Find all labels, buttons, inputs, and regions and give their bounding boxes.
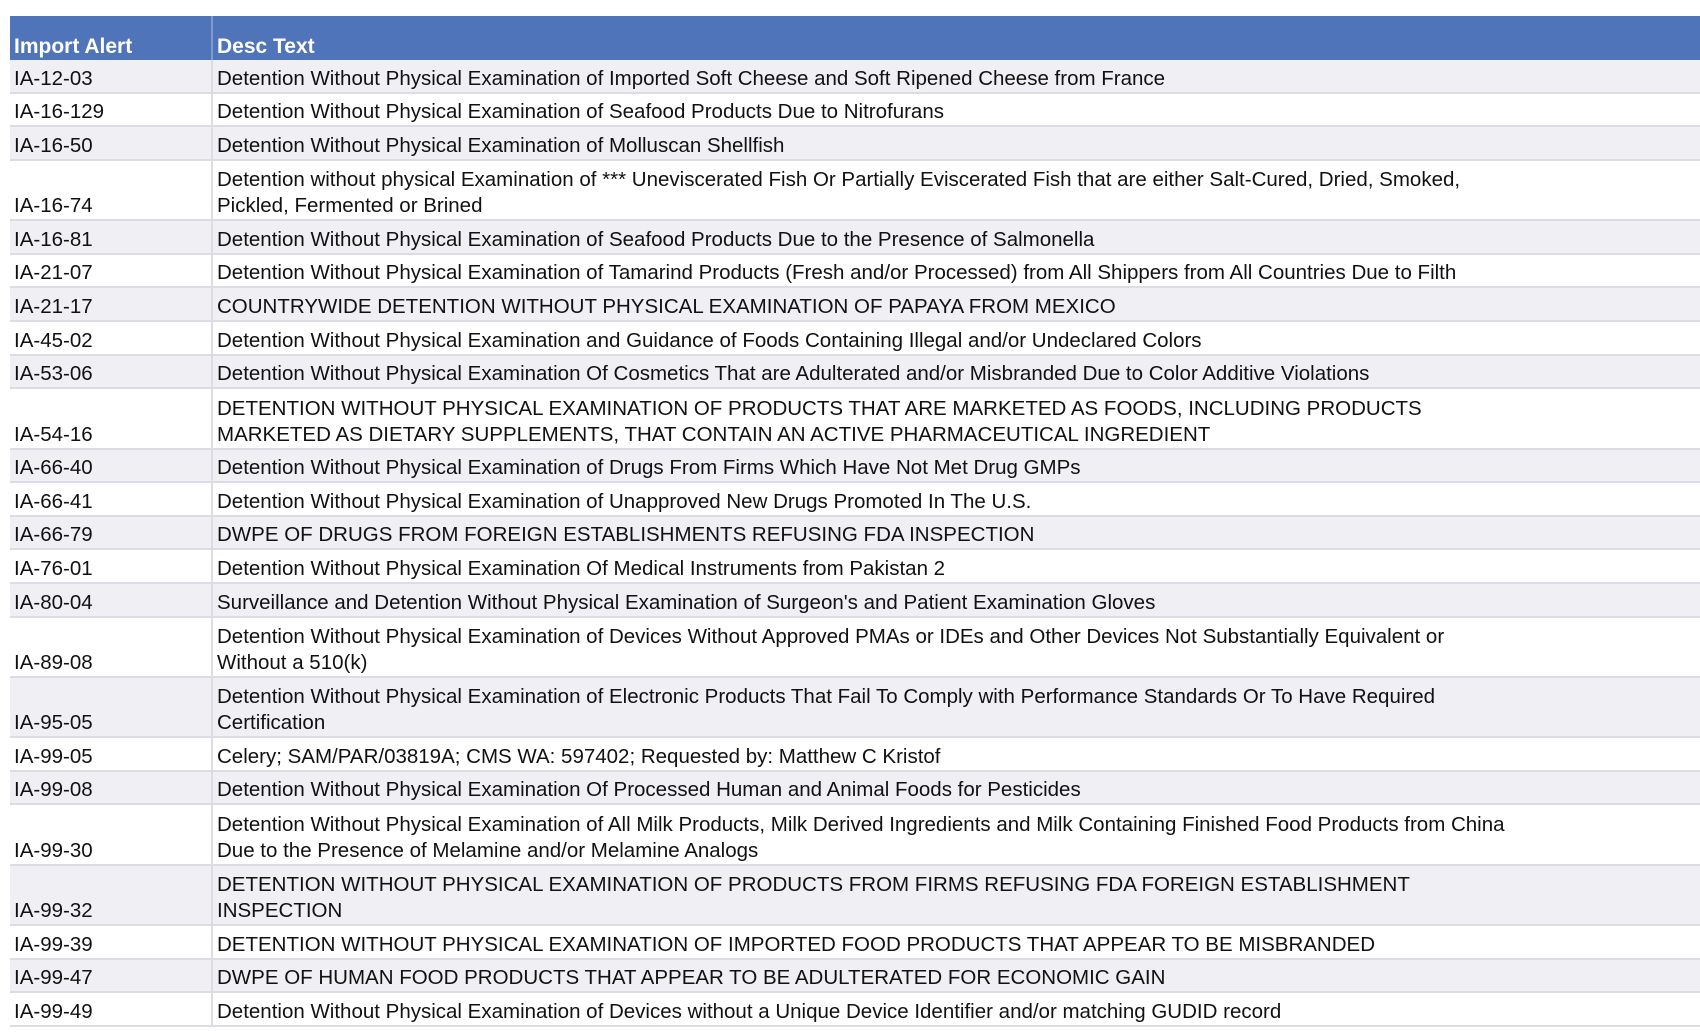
table-row: IA-99-39 DETENTION WITHOUT PHYSICAL EXAMI… <box>10 925 1700 960</box>
table-row: IA-66-40 Detention Without Physical Exami… <box>10 448 1700 484</box>
desc-text-cell[interactable]: Detention Without Physical Examination O… <box>212 549 1700 584</box>
table-row: IA-66-41 Detention Without Physical Exami… <box>10 482 1700 517</box>
import-alert-cell[interactable]: IA-66-40 <box>10 448 213 484</box>
desc-text-cell[interactable]: DWPE OF DRUGS FROM FOREIGN ESTABLISHMENT… <box>212 515 1700 551</box>
table-row: IA-99-49 Detention Without Physical Exami… <box>10 992 1700 1028</box>
desc-text-cell[interactable]: Detention Without Physical Examination a… <box>212 320 1700 356</box>
table-row: IA-76-01 Detention Without Physical Exami… <box>10 549 1700 584</box>
import-alert-cell[interactable]: IA-53-06 <box>10 354 213 390</box>
table-row: IA-99-30 Detention Without Physical Exami… <box>10 804 1700 866</box>
desc-text-cell[interactable]: Detention Without Physical Examination o… <box>212 126 1700 161</box>
header-row: Import Alert Desc Text <box>10 16 1700 60</box>
column-header-desc-text[interactable]: Desc Text <box>212 16 1700 60</box>
import-alert-cell[interactable]: IA-16-50 <box>10 126 213 161</box>
desc-text-cell[interactable]: Surveillance and Detention Without Physi… <box>212 582 1700 618</box>
desc-text-cell[interactable]: Detention Without Physical Examination o… <box>212 676 1700 739</box>
table-row: IA-54-16 DETENTION WITHOUT PHYSICAL EXAMI… <box>10 388 1700 450</box>
desc-text-cell[interactable]: Detention Without Physical Examination O… <box>212 354 1700 390</box>
table-row: IA-95-05 Detention Without Physical Exami… <box>10 676 1700 739</box>
import-alert-table: Import Alert Desc Text IA-12-03 Detention… <box>10 16 1700 1028</box>
desc-text-cell[interactable]: Detention Without Physical Examination o… <box>212 92 1700 128</box>
desc-text-cell[interactable]: COUNTRYWIDE DETENTION WITHOUT PHYSICAL E… <box>212 287 1700 322</box>
desc-text-cell[interactable]: DETENTION WITHOUT PHYSICAL EXAMINATION O… <box>212 925 1700 960</box>
desc-text-cell[interactable]: Detention Without Physical Examination O… <box>212 770 1700 806</box>
table-row: IA-16-129 Detention Without Physical Exam… <box>10 92 1700 128</box>
import-alert-cell[interactable]: IA-99-08 <box>10 770 213 806</box>
desc-text-cell[interactable]: Detention Without Physical Examination o… <box>212 60 1700 94</box>
table-row: IA-89-08 Detention Without Physical Exami… <box>10 616 1700 678</box>
table-row: IA-16-74 Detention without physical Exami… <box>10 159 1700 222</box>
table-row: IA-99-05 Celery; SAM/PAR/03819A; CMS WA: … <box>10 737 1700 772</box>
desc-text-cell[interactable]: Detention Without Physical Examination o… <box>212 616 1700 678</box>
desc-text-cell[interactable]: Detention without physical Examination o… <box>212 159 1700 222</box>
table-row: IA-80-04 Surveillance and Detention Witho… <box>10 582 1700 618</box>
desc-text-cell[interactable]: Celery; SAM/PAR/03819A; CMS WA: 597402; … <box>212 737 1700 772</box>
import-alert-cell[interactable]: IA-45-02 <box>10 320 213 356</box>
import-alert-cell[interactable]: IA-16-81 <box>10 220 213 255</box>
table-row: IA-99-32 DETENTION WITHOUT PHYSICAL EXAMI… <box>10 864 1700 927</box>
import-alert-cell[interactable]: IA-99-47 <box>10 958 213 994</box>
desc-text-cell[interactable]: Detention Without Physical Examination o… <box>212 448 1700 484</box>
desc-text-cell[interactable]: Detention Without Physical Examination o… <box>212 253 1700 289</box>
import-alert-cell[interactable]: IA-99-30 <box>10 804 213 866</box>
desc-text-cell[interactable]: Detention Without Physical Examination o… <box>212 992 1700 1028</box>
import-alert-cell[interactable]: IA-16-129 <box>10 92 213 128</box>
table-row: IA-21-17 COUNTRYWIDE DETENTION WITHOUT PH… <box>10 287 1700 322</box>
desc-text-cell[interactable]: DWPE OF HUMAN FOOD PRODUCTS THAT APPEAR … <box>212 958 1700 994</box>
import-alert-cell[interactable]: IA-80-04 <box>10 582 213 618</box>
table-row: IA-66-79 DWPE OF DRUGS FROM FOREIGN ESTAB… <box>10 515 1700 551</box>
import-alert-cell[interactable]: IA-66-79 <box>10 515 213 551</box>
column-header-import-alert[interactable]: Import Alert <box>10 16 213 60</box>
import-alert-cell[interactable]: IA-99-39 <box>10 925 213 960</box>
import-alert-cell[interactable]: IA-76-01 <box>10 549 213 584</box>
import-alert-cell[interactable]: IA-21-17 <box>10 287 213 322</box>
table-row: IA-99-47 DWPE OF HUMAN FOOD PRODUCTS THAT… <box>10 958 1700 994</box>
desc-text-cell[interactable]: DETENTION WITHOUT PHYSICAL EXAMINATION O… <box>212 388 1700 450</box>
desc-text-cell[interactable]: Detention Without Physical Examination o… <box>212 804 1700 866</box>
table-row: IA-53-06 Detention Without Physical Exami… <box>10 354 1700 390</box>
table-row: IA-12-03 Detention Without Physical Exami… <box>10 60 1700 94</box>
desc-text-cell[interactable]: Detention Without Physical Examination o… <box>212 220 1700 255</box>
table-row: IA-16-81 Detention Without Physical Exami… <box>10 220 1700 255</box>
import-alert-cell[interactable]: IA-54-16 <box>10 388 213 450</box>
import-alert-cell[interactable]: IA-12-03 <box>10 60 213 94</box>
import-alert-cell[interactable]: IA-89-08 <box>10 616 213 678</box>
import-alert-cell[interactable]: IA-99-05 <box>10 737 213 772</box>
import-alert-cell[interactable]: IA-66-41 <box>10 482 213 517</box>
import-alert-cell[interactable]: IA-16-74 <box>10 159 213 222</box>
table-row: IA-21-07 Detention Without Physical Exami… <box>10 253 1700 289</box>
import-alert-cell[interactable]: IA-99-32 <box>10 864 213 927</box>
import-alert-cell[interactable]: IA-95-05 <box>10 676 213 739</box>
desc-text-cell[interactable]: DETENTION WITHOUT PHYSICAL EXAMINATION O… <box>212 864 1700 927</box>
import-alert-cell[interactable]: IA-21-07 <box>10 253 213 289</box>
table-row: IA-99-08 Detention Without Physical Exami… <box>10 770 1700 806</box>
desc-text-cell[interactable]: Detention Without Physical Examination o… <box>212 482 1700 517</box>
table-row: IA-16-50 Detention Without Physical Exami… <box>10 126 1700 161</box>
table-row: IA-45-02 Detention Without Physical Exami… <box>10 320 1700 356</box>
import-alert-cell[interactable]: IA-99-49 <box>10 992 213 1028</box>
